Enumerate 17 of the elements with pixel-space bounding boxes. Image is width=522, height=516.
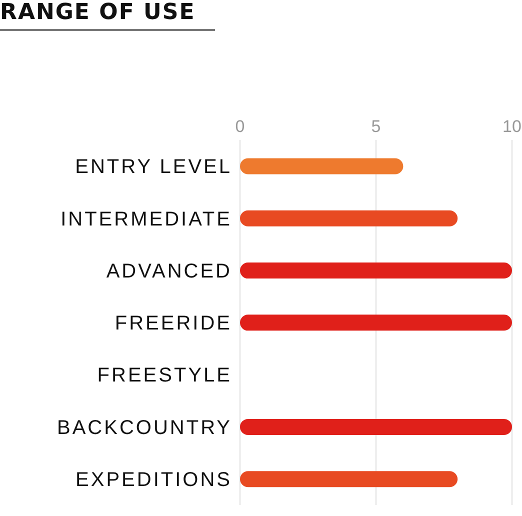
chart-title: RANGE OF USE bbox=[0, 0, 215, 31]
y-tick-label: ADVANCED bbox=[106, 260, 232, 282]
y-tick-label: FREESTYLE bbox=[97, 364, 232, 387]
bar bbox=[240, 158, 404, 174]
bar bbox=[240, 471, 458, 488]
bar bbox=[240, 418, 512, 435]
y-tick-label: ENTRY LEVEL bbox=[75, 156, 232, 178]
bar bbox=[240, 210, 458, 226]
bar bbox=[240, 262, 512, 279]
y-tick-label: BACKCOUNTRY bbox=[57, 416, 232, 439]
y-tick-label: INTERMEDIATE bbox=[60, 208, 232, 230]
x-tick-label: 0 bbox=[235, 117, 245, 136]
y-tick-label: EXPEDITIONS bbox=[76, 469, 232, 492]
x-tick-label: 10 bbox=[502, 117, 522, 136]
x-tick-label: 5 bbox=[371, 117, 381, 136]
y-tick-label: FREERIDE bbox=[114, 312, 232, 335]
bar bbox=[240, 314, 512, 331]
